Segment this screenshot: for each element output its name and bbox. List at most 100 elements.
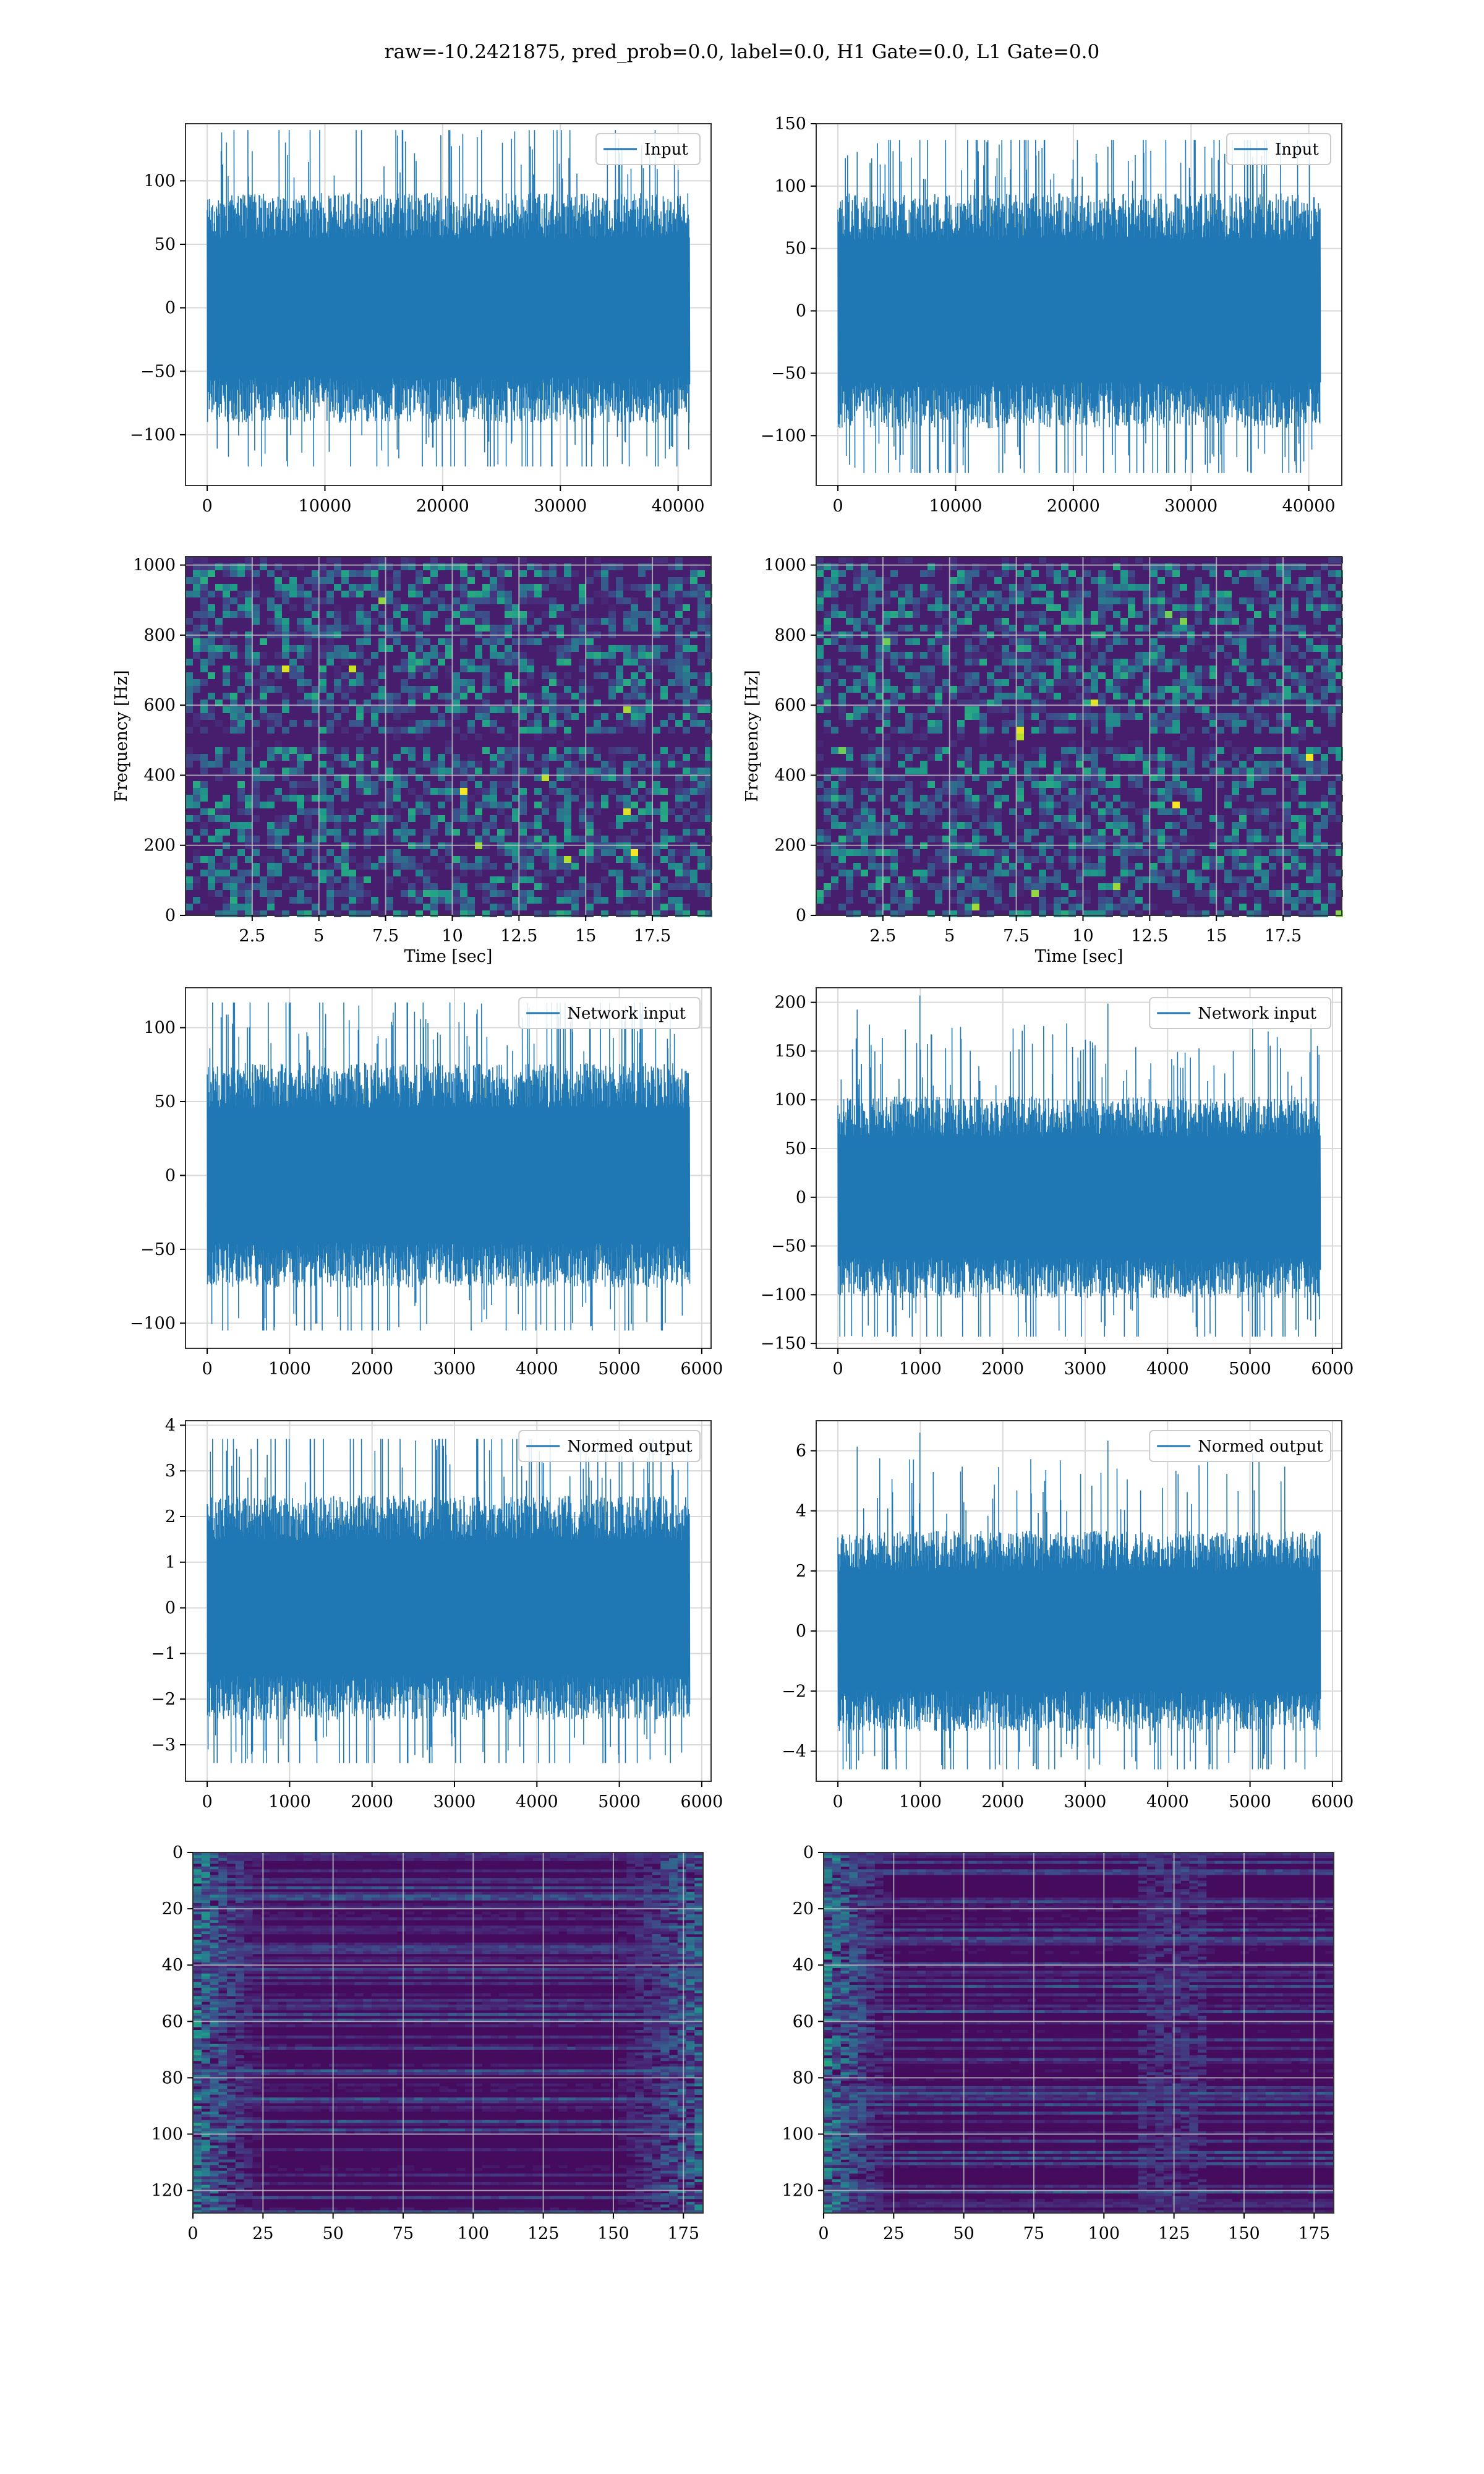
ticks: 0 25 50 75 100 125 150 175 0 20 40 60 80 100 120: [151, 1843, 699, 2243]
feature-map-l1-plot: 0 25 50 75 100 125 150 175 0 20 40 60 80 100 120: [782, 1843, 1334, 2243]
x-tick-label: 100: [458, 2224, 490, 2243]
y-tick-label: −2: [151, 1690, 176, 1709]
x-tick-label: 3000: [433, 1359, 476, 1379]
x-tick-label: 175: [667, 2224, 699, 2243]
x-tick-label: 6000: [1311, 1792, 1354, 1812]
x-tick-label: 0: [832, 497, 843, 516]
x-tick-label: 6000: [681, 1792, 723, 1812]
ticks: 0 10000 20000 30000 40000 −100 −50 0 50 100 150: [761, 114, 1336, 516]
x-tick-label: 12.5: [500, 927, 537, 946]
legend: Normed output: [518, 1430, 701, 1462]
y-tick-label: 0: [165, 299, 176, 318]
legend: Normed output: [1149, 1430, 1331, 1462]
ticks: 0 10000 20000 30000 40000 −100 −50 0 50 100: [130, 171, 705, 516]
x-tick-label: 2000: [981, 1792, 1024, 1812]
y-tick-label: 60: [162, 2012, 183, 2031]
y-tick-label: 100: [774, 177, 806, 196]
x-tick-label: 30000: [1164, 497, 1217, 516]
y-axis-label: Frequency [Hz]: [743, 670, 762, 802]
x-tick-label: 10: [1072, 927, 1093, 946]
signal-core: [207, 241, 689, 374]
x-tick-label: 6000: [1311, 1359, 1354, 1379]
axes-frame: [192, 1852, 704, 2214]
grid: [186, 557, 711, 916]
spectrogram-h1-plot: 2.5 5 7.5 10 12.5 15 17.5 0 200 400 600 800 1000 Time…: [112, 556, 712, 966]
signal-core: [838, 243, 1320, 379]
y-tick-label: 20: [793, 1899, 814, 1919]
y-tick-label: −3: [151, 1736, 176, 1755]
x-tick-label: 17.5: [1264, 927, 1302, 946]
plot-area: [186, 557, 712, 917]
axes-frame: [816, 1420, 1342, 1782]
x-tick-label: 20000: [416, 497, 469, 516]
x-tick-label: 5000: [1229, 1359, 1271, 1379]
y-tick-label: 400: [143, 766, 176, 785]
y-tick-label: 150: [774, 114, 806, 134]
y-tick-label: 200: [774, 993, 806, 1012]
x-tick-label: 0: [202, 497, 212, 516]
y-tick-label: 2: [165, 1507, 176, 1526]
ticks: 0 25 50 75 100 125 150 175 0 20 40 60 80 100 120: [782, 1843, 1330, 2243]
x-tick-label: 4000: [516, 1359, 558, 1379]
axes-frame: [823, 1852, 1334, 2214]
x-tick-label: 5: [313, 927, 324, 946]
y-tick-label: 600: [143, 696, 176, 715]
x-tick-label: 75: [1023, 2224, 1044, 2243]
x-axis-label: Time [sec]: [404, 947, 493, 966]
spectrogram-l1-plot: 2.5 5 7.5 10 12.5 15 17.5 0 200 400 600 800 1000 Time…: [743, 556, 1343, 966]
x-tick-label: 0: [832, 1359, 843, 1379]
x-tick-label: 150: [597, 2224, 629, 2243]
ticks: 2.5 5 7.5 10 12.5 15 17.5 0 200 400 600 800 1000: [764, 556, 1302, 946]
y-tick-label: 6: [796, 1442, 806, 1461]
x-tick-label: 175: [1298, 2224, 1330, 2243]
x-tick-label: 5: [944, 927, 955, 946]
x-tick-label: 1000: [899, 1792, 942, 1812]
y-tick-label: 120: [151, 2181, 183, 2201]
x-tick-label: 2000: [351, 1792, 393, 1812]
legend: Input: [595, 133, 701, 165]
grid: [816, 557, 1342, 916]
y-tick-label: 100: [143, 1019, 176, 1038]
y-tick-label: −50: [771, 1237, 806, 1256]
x-tick-label: 10000: [929, 497, 983, 516]
axes-frame: [816, 123, 1342, 486]
y-tick-label: 200: [774, 836, 806, 855]
axes-frame: [185, 987, 712, 1349]
y-tick-label: −100: [761, 426, 806, 445]
x-tick-label: 0: [202, 1792, 212, 1812]
axes-frame: [816, 556, 1342, 916]
y-tick-label: 0: [165, 1599, 176, 1618]
x-tick-label: 125: [1158, 2224, 1190, 2243]
axes-frame: [185, 123, 712, 486]
legend-label: Network input: [567, 1004, 686, 1023]
y-tick-label: 0: [796, 1188, 806, 1207]
y-tick-label: −50: [140, 362, 176, 381]
x-tick-label: 50: [953, 2224, 974, 2243]
plot-area: [824, 1852, 1334, 2214]
legend: Network input: [1149, 997, 1331, 1029]
y-tick-label: 50: [785, 239, 806, 259]
y-tick-label: 0: [796, 906, 806, 925]
input-h1-plot: 0 10000 20000 30000 40000 −100 −50 0 50 100 Input: [130, 123, 712, 516]
x-tick-label: 100: [1088, 2224, 1120, 2243]
x-tick-label: 25: [883, 2224, 904, 2243]
y-tick-label: 50: [785, 1139, 806, 1158]
legend: Network input: [518, 997, 701, 1029]
x-tick-label: 5000: [1229, 1792, 1271, 1812]
y-tick-label: −50: [771, 364, 806, 383]
x-tick-label: 6000: [681, 1359, 723, 1379]
x-tick-label: 0: [202, 1359, 212, 1379]
axes-frame: [185, 1420, 712, 1782]
plot-area: [816, 557, 1343, 917]
plot-area: [207, 1439, 691, 1763]
plot-area: [193, 1852, 704, 2214]
y-tick-label: 0: [165, 1166, 176, 1185]
y-tick-label: 800: [143, 626, 176, 645]
y-tick-label: −1: [151, 1644, 176, 1663]
y-tick-label: 50: [155, 1092, 176, 1111]
y-tick-label: −50: [140, 1240, 176, 1259]
x-tick-label: 12.5: [1131, 927, 1168, 946]
x-tick-label: 15: [1206, 927, 1227, 946]
y-tick-label: 0: [803, 1843, 814, 1862]
y-tick-label: 40: [162, 1956, 183, 1975]
